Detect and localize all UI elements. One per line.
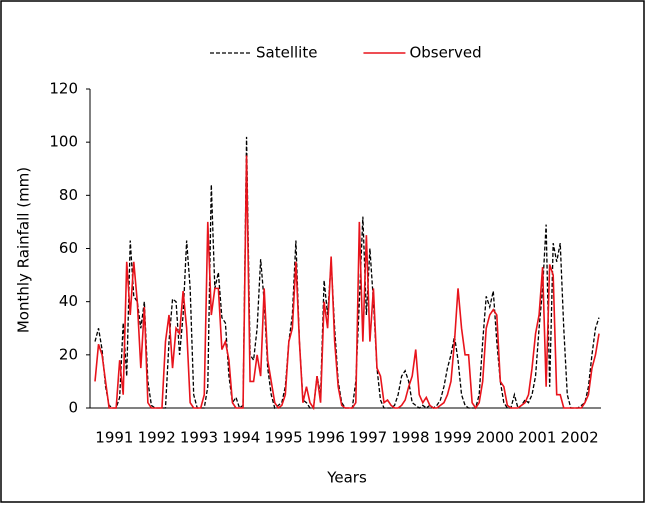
y-tick-label: 60 bbox=[59, 239, 78, 257]
y-tick-label: 80 bbox=[59, 186, 78, 204]
x-tick-label: 1996 bbox=[307, 429, 345, 447]
x-tick-label: 1993 bbox=[180, 429, 218, 447]
x-tick-label: 1994 bbox=[222, 429, 260, 447]
legend-label: Satellite bbox=[256, 44, 317, 62]
x-tick-label: 1995 bbox=[264, 429, 302, 447]
x-tick-label: 1999 bbox=[434, 429, 472, 447]
x-tick-label: 2002 bbox=[561, 429, 599, 447]
x-tick-label: 2000 bbox=[476, 429, 514, 447]
y-tick-label: 40 bbox=[59, 292, 78, 310]
series-line bbox=[94, 155, 600, 411]
y-tick-label: 120 bbox=[49, 80, 78, 98]
y-axis-title: Monthly Rainfall (mm) bbox=[15, 167, 33, 333]
y-tick-label: 0 bbox=[68, 399, 78, 417]
y-tick-label: 20 bbox=[59, 345, 78, 363]
x-tick-label: 2001 bbox=[518, 429, 556, 447]
legend-label: Observed bbox=[409, 44, 481, 62]
x-tick-label: 1992 bbox=[138, 429, 176, 447]
x-tick-label: 1997 bbox=[349, 429, 387, 447]
y-tick-label: 100 bbox=[49, 133, 78, 151]
x-tick-label: 1991 bbox=[95, 429, 133, 447]
x-axis-title: Years bbox=[326, 469, 367, 487]
x-tick-label: 1998 bbox=[391, 429, 429, 447]
